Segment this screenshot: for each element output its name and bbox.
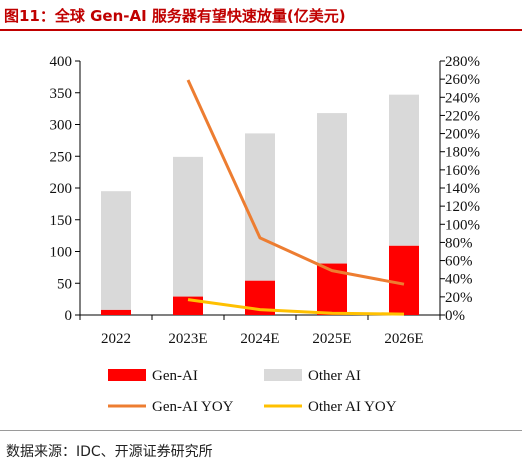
right-tick-label: 280% (445, 54, 480, 70)
left-tick-label: 0 (65, 308, 73, 324)
right-tick-label: 80% (445, 235, 473, 251)
bar-gen-ai (389, 245, 419, 315)
x-tick-label: 2024E (240, 331, 279, 347)
right-tick-label: 0% (445, 308, 465, 324)
left-tick-label: 150 (50, 213, 73, 229)
bar-gen-ai (173, 296, 203, 315)
left-tick-label: 300 (50, 118, 73, 134)
chart: 0 50 100 150 200 250 300 350 400 0% 20% 40% 60% 80% 10… (50, 54, 481, 415)
legend-label: Other AI YOY (308, 399, 397, 415)
legend-label: Gen-AI (152, 368, 198, 384)
legend-swatch (264, 369, 302, 381)
right-tick-label: 20% (445, 290, 473, 306)
right-tick-label: 100% (445, 217, 480, 233)
line-gen-ai-yoy (186, 79, 405, 286)
left-tick-label: 400 (50, 54, 73, 70)
legend-label: Other AI (308, 368, 361, 384)
line-other-ai-yoy (187, 298, 405, 316)
source-note: 数据来源：IDC、开源证券研究所 (6, 444, 213, 460)
right-tick-label: 180% (445, 145, 480, 161)
right-tick-label: 260% (445, 72, 480, 88)
figure-title: 图11：全球 Gen-AI 服务器有望快速放量(亿美元) (4, 7, 346, 25)
bar-other-ai (317, 113, 347, 264)
bar-other-ai (389, 94, 419, 246)
left-tick-label: 200 (50, 181, 73, 197)
left-tick-label: 350 (50, 86, 73, 102)
source-bar: 数据来源：IDC、开源证券研究所 (0, 430, 522, 468)
right-tick-label: 160% (445, 163, 480, 179)
figure-title-bar: 图11：全球 Gen-AI 服务器有望快速放量(亿美元) (0, 0, 522, 31)
bar-other-ai (245, 133, 275, 281)
bar-other-ai (173, 156, 203, 297)
x-tick-label: 2025E (312, 331, 351, 347)
left-tick-label: 50 (57, 276, 72, 292)
right-tick-label: 200% (445, 127, 480, 143)
right-tick-label: 120% (445, 199, 480, 215)
legend-label: Gen-AI YOY (152, 399, 234, 415)
legend-swatch (108, 369, 146, 381)
right-tick-label: 40% (445, 272, 473, 288)
bar-other-ai (101, 191, 131, 310)
x-tick-label: 2023E (168, 331, 207, 347)
x-tick-label: 2026E (384, 331, 423, 347)
left-tick-label: 250 (50, 149, 73, 165)
bar-gen-ai (101, 309, 131, 315)
right-tick-label: 240% (445, 90, 480, 106)
right-tick-label: 220% (445, 108, 480, 124)
x-tick-label: 2022 (101, 331, 131, 347)
right-tick-label: 60% (445, 254, 473, 270)
left-tick-label: 100 (50, 245, 73, 261)
right-tick-label: 140% (445, 181, 480, 197)
